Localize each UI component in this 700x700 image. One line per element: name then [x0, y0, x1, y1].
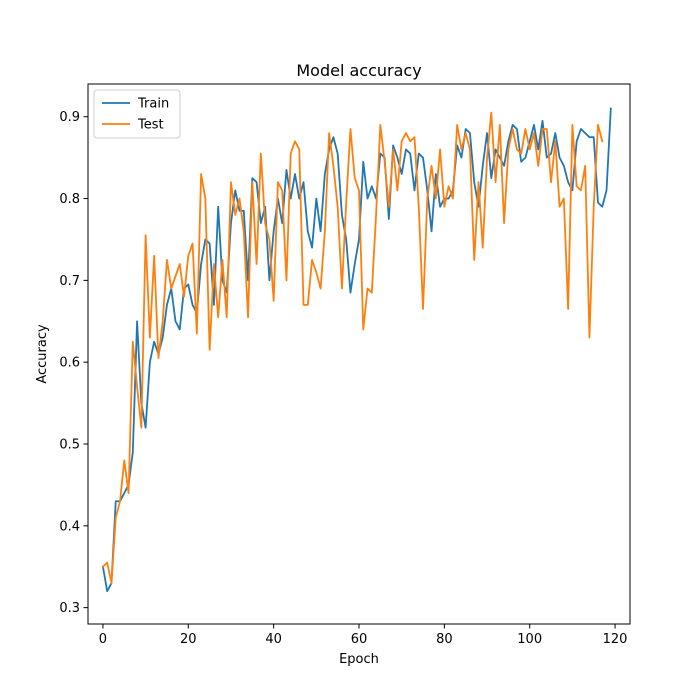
x-tick-label: 60 [351, 632, 368, 647]
series-layer [101, 107, 612, 593]
y-tick-label: 0.7 [59, 274, 80, 289]
x-tick-label: 0 [99, 632, 107, 647]
y-tick-label: 0.9 [59, 110, 80, 125]
series-line-test [101, 111, 604, 584]
x-tick-label: 100 [517, 632, 542, 647]
x-tick-label: 120 [603, 632, 628, 647]
y-tick-label: 0.8 [59, 192, 80, 207]
y-tick-label: 0.6 [59, 356, 80, 371]
x-tick-label: 40 [265, 632, 282, 647]
y-tick-label: 0.4 [59, 519, 80, 534]
legend-label-train: Train [137, 97, 169, 112]
legend-label-test: Test [137, 118, 164, 133]
x-axis-title: Epoch [339, 652, 379, 667]
y-tick-label: 0.3 [59, 601, 80, 616]
x-tick-label: 20 [180, 632, 197, 647]
series-line-train [101, 107, 612, 593]
axes-layer: 0 20 40 60 80 100 120 0.3 0.4 0.5 0.6 0.7 0.8 0.9 [59, 83, 631, 647]
chart-title: Model accuracy [296, 61, 421, 80]
legend-box [93, 89, 181, 139]
y-tick-label: 0.5 [59, 438, 80, 453]
legend: Train Test [93, 89, 181, 139]
y-axis-title: Accuracy [35, 324, 50, 384]
x-tick-label: 80 [436, 632, 453, 647]
